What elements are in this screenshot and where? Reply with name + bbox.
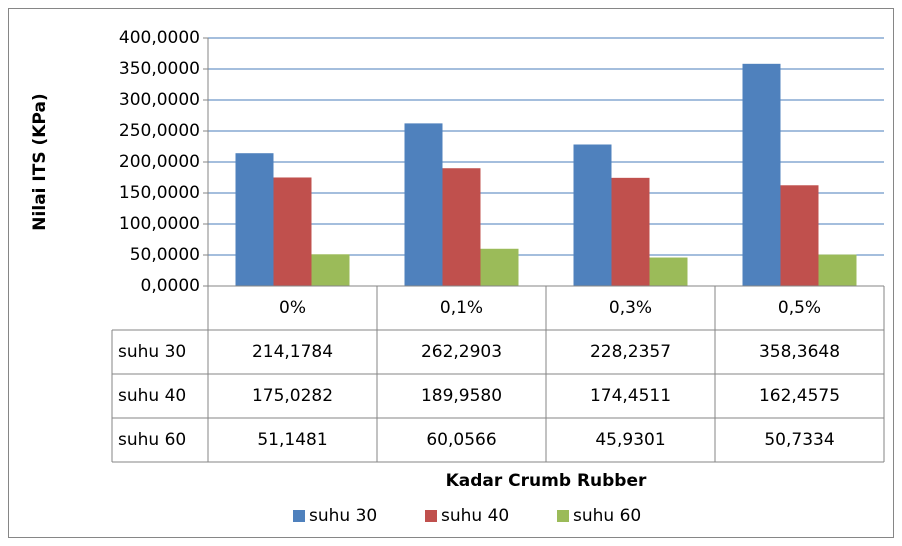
bar bbox=[442, 168, 481, 286]
table-cell: 162,4575 bbox=[759, 386, 840, 406]
y-tick-label: 250,0000 bbox=[119, 121, 200, 141]
table-cell: 50,7334 bbox=[764, 430, 834, 450]
y-tick-label: 0,0000 bbox=[141, 276, 200, 296]
table-cell: 60,0566 bbox=[426, 430, 496, 450]
y-tick-label: 350,0000 bbox=[119, 59, 200, 79]
category-label: 0,5% bbox=[778, 298, 821, 318]
table-cell: 45,9301 bbox=[595, 430, 665, 450]
legend-label: suhu 40 bbox=[441, 506, 509, 526]
bar bbox=[649, 257, 688, 286]
table-cell: 51,1481 bbox=[257, 430, 327, 450]
bar bbox=[780, 185, 819, 286]
table-cell: 175,0282 bbox=[252, 386, 333, 406]
y-tick-label: 300,0000 bbox=[119, 90, 200, 110]
bar bbox=[818, 254, 857, 286]
category-label: 0% bbox=[279, 298, 306, 318]
table-row-header: suhu 40 bbox=[118, 386, 186, 406]
bar bbox=[311, 254, 350, 286]
legend-swatch bbox=[557, 510, 569, 522]
bar bbox=[611, 177, 650, 286]
bar bbox=[742, 63, 781, 286]
y-tick-label: 150,0000 bbox=[119, 183, 200, 203]
legend-label: suhu 30 bbox=[309, 506, 377, 526]
table-cell: 214,1784 bbox=[252, 342, 333, 362]
table-cell: 174,4511 bbox=[590, 386, 671, 406]
table-row-header: suhu 60 bbox=[118, 430, 186, 450]
bar bbox=[404, 123, 443, 287]
legend-swatch bbox=[425, 510, 437, 522]
table-cell: 358,3648 bbox=[759, 342, 840, 362]
y-tick-label: 400,0000 bbox=[119, 28, 200, 48]
table-cell: 189,9580 bbox=[421, 386, 502, 406]
bar bbox=[480, 248, 519, 286]
legend-swatch bbox=[293, 510, 305, 522]
bar bbox=[235, 153, 274, 286]
table-row-header: suhu 30 bbox=[118, 342, 186, 362]
y-tick-label: 200,0000 bbox=[119, 152, 200, 172]
category-label: 0,1% bbox=[440, 298, 483, 318]
category-label: 0,3% bbox=[609, 298, 652, 318]
x-axis-title: Kadar Crumb Rubber bbox=[446, 471, 647, 491]
y-tick-label: 100,0000 bbox=[119, 214, 200, 234]
table-cell: 262,2903 bbox=[421, 342, 502, 362]
bar bbox=[573, 144, 612, 286]
y-axis-title: Nilai ITS (KPa) bbox=[30, 93, 50, 230]
legend-label: suhu 60 bbox=[573, 506, 641, 526]
table-cell: 228,2357 bbox=[590, 342, 671, 362]
bar bbox=[273, 177, 312, 286]
y-tick-label: 50,0000 bbox=[130, 245, 200, 265]
